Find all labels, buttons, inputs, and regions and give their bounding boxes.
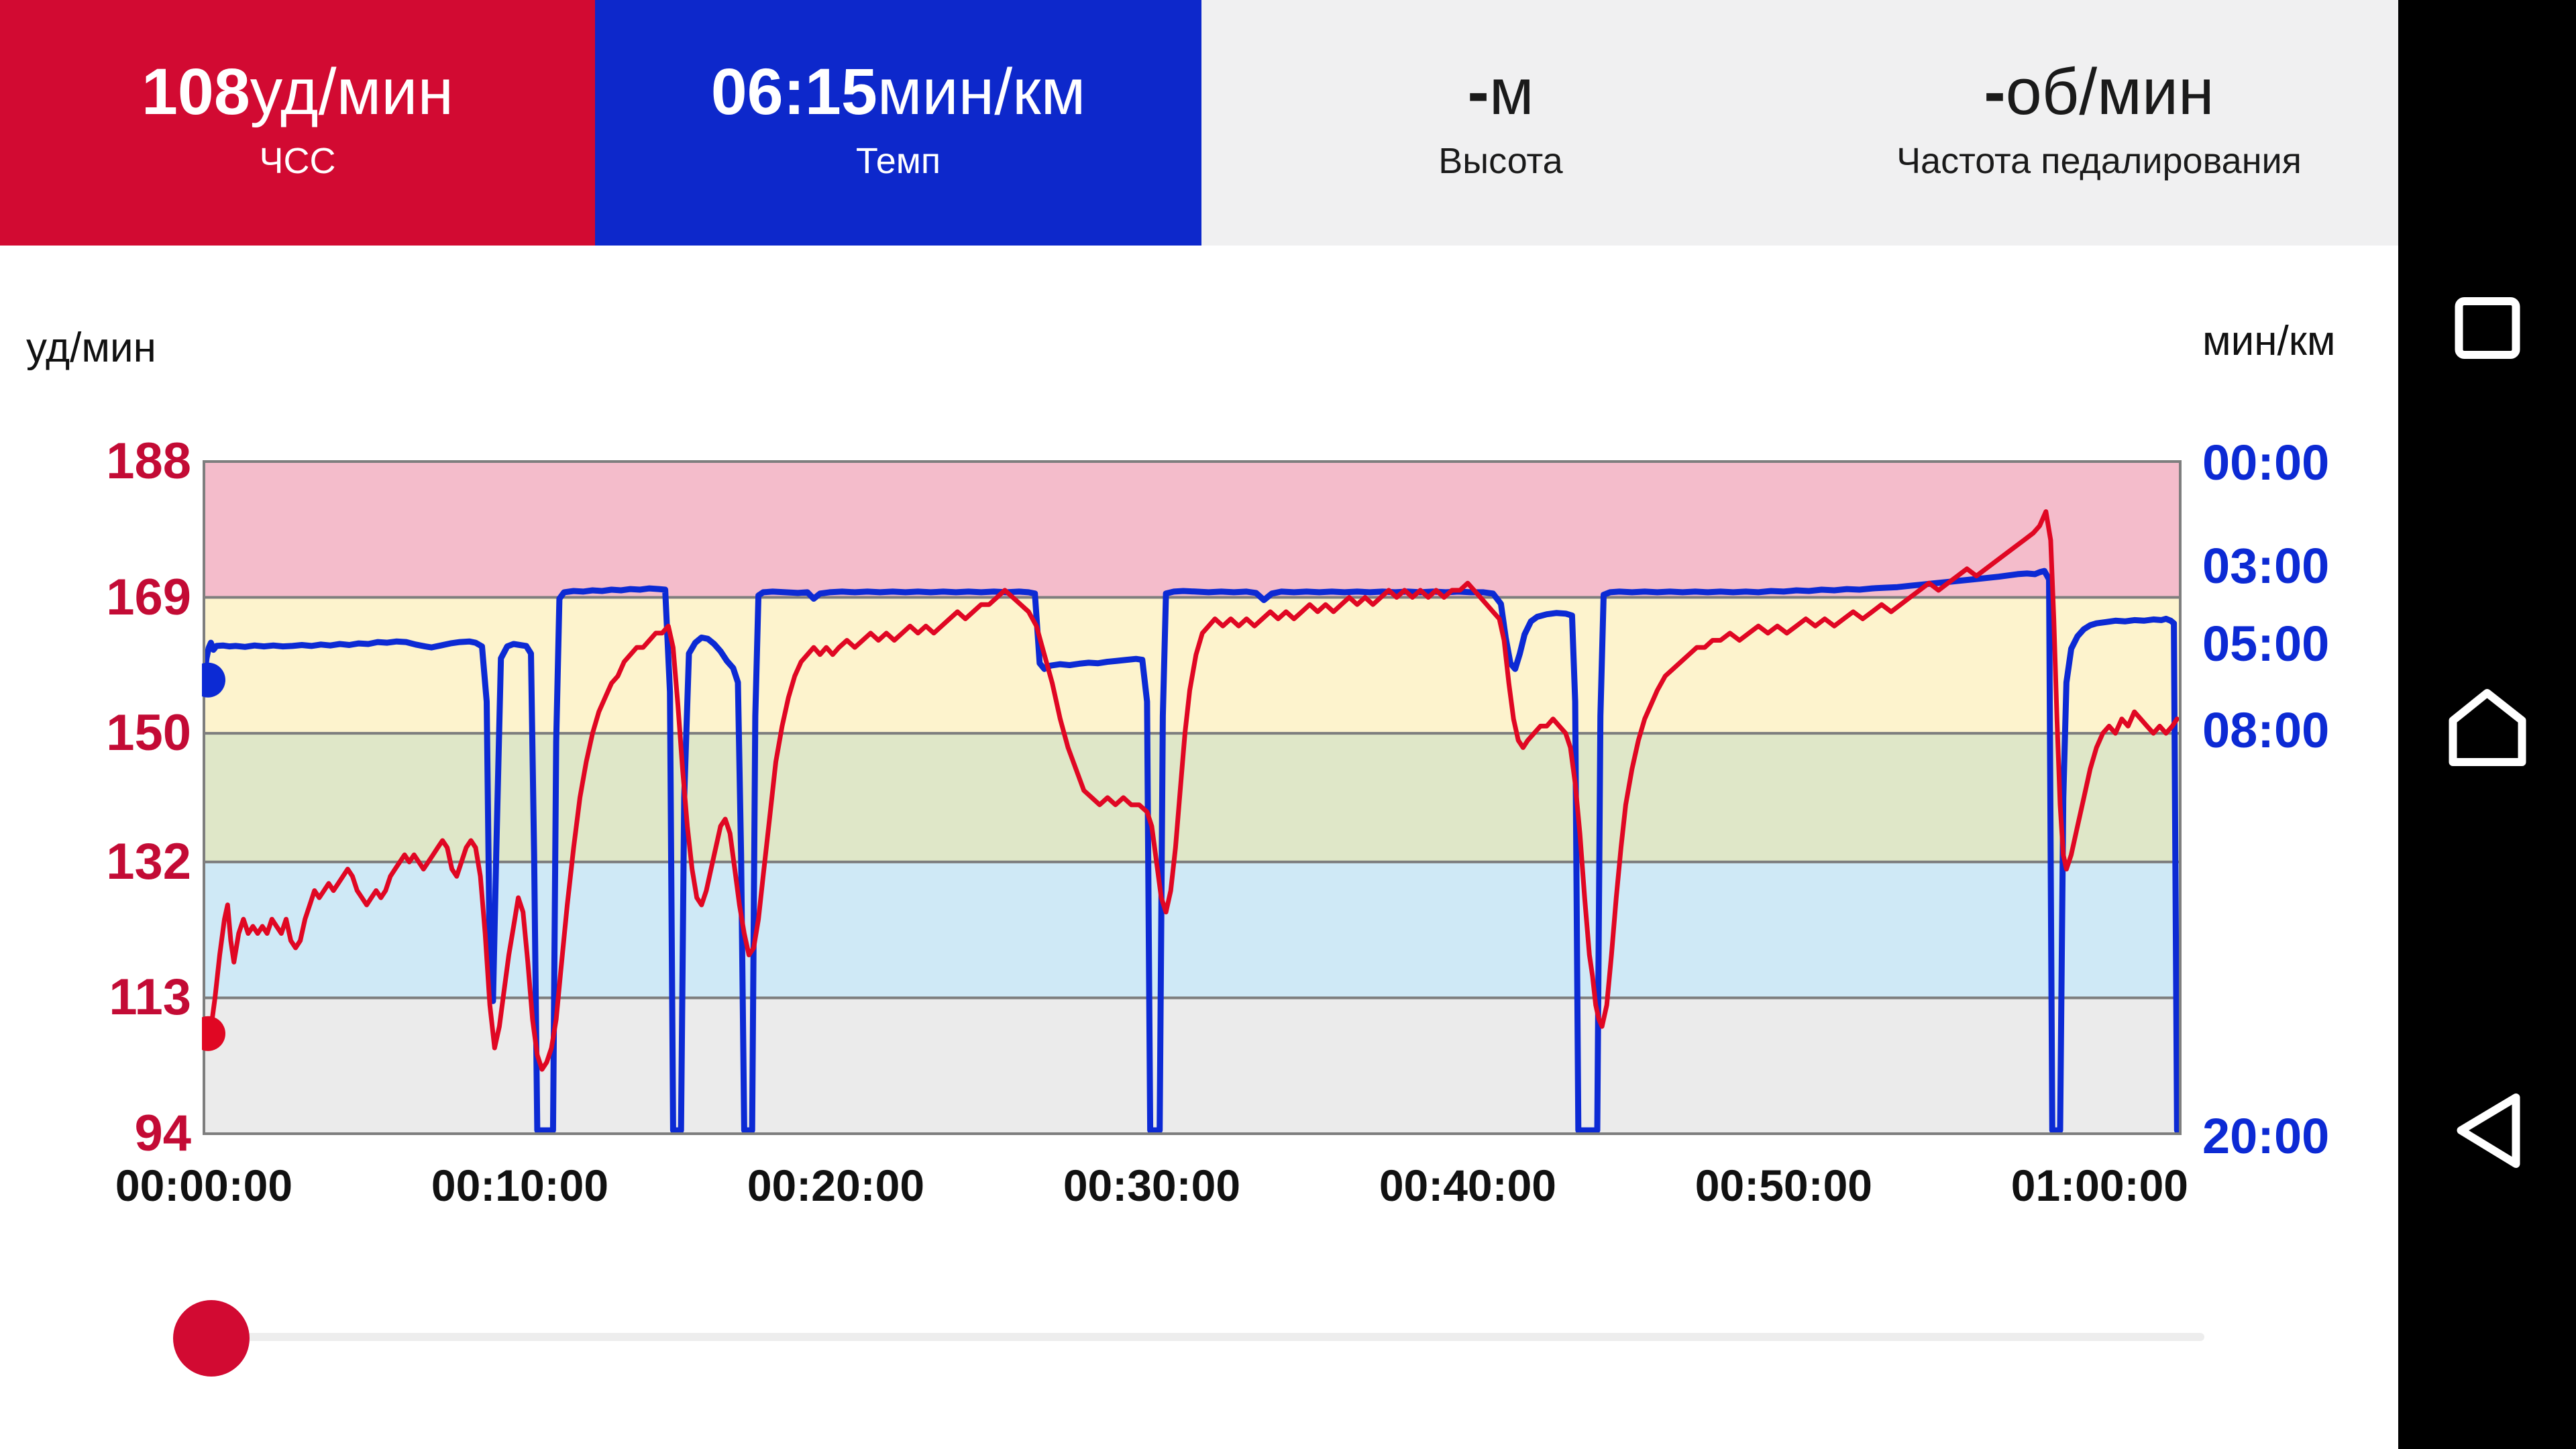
hr-axis-tick-188: 188 [106,433,191,490]
pace-axis-tick-00:00: 00:00 [2202,435,2330,490]
tab-cadence[interactable]: -об/мин Частота педалирования [1800,0,2398,246]
x-axis-tick-00:20:00: 00:20:00 [747,1161,925,1210]
hr-axis-tick-94: 94 [134,1105,191,1162]
chart-area: уд/мин мин/км 188 169 150 132 113 94 00:00 03:… [0,246,2398,1449]
pace-axis-tick-05:00: 05:00 [2202,616,2330,672]
tab-heart-rate[interactable]: 108уд/мин ЧСС [0,0,595,246]
right-axis-unit: мин/км [2202,318,2336,364]
hr-axis-tick-169: 169 [106,568,191,626]
pace-unit-text: мин/км [877,55,1086,128]
tab-pace[interactable]: 06:15мин/км Темп [595,0,1201,246]
heart-rate-unit: уд/мин [250,55,454,128]
cadence-unit: об/мин [2005,55,2214,128]
pace-start-marker[interactable] [202,662,225,698]
metric-tab-bar: 108уд/мин ЧСС 06:15мин/км Темп -м Высота… [0,0,2398,246]
heart-rate-value-line: 108уд/мин [142,59,453,124]
cadence-label: Частота педалирования [1896,141,2302,181]
x-axis-tick-00:00:00: 00:00:00 [115,1161,293,1210]
pace-value-line: 06:15мин/км [711,59,1086,124]
pace-axis-tick-20:00: 20:00 [2202,1108,2330,1164]
android-navigation-bar [2398,0,2576,1449]
altitude-value-line: -м [1468,59,1534,124]
heart-rate-label: ЧСС [259,141,336,181]
tab-altitude[interactable]: -м Высота [1201,0,1800,246]
timeline-slider-knob[interactable] [173,1300,250,1377]
cadence-value: - [1984,55,2006,128]
pace-label: Темп [855,141,941,181]
hr-axis-tick-113: 113 [109,969,191,1026]
pace-axis-tick-08:00: 08:00 [2202,702,2330,758]
left-axis-unit: уд/мин [26,325,156,371]
timeline-slider-track[interactable] [211,1333,2204,1341]
cadence-value-line: -об/мин [1984,59,2214,124]
hr-start-marker[interactable] [202,1016,225,1051]
altitude-label: Высота [1438,141,1563,181]
altitude-value: - [1467,55,1489,128]
altitude-unit: м [1489,55,1534,128]
pace-line [202,568,2180,1134]
x-axis-tick-00:50:00: 00:50:00 [1695,1161,1872,1210]
back-triangle-icon[interactable] [2454,1091,2520,1170]
x-axis-tick-01:00:00: 01:00:00 [2010,1161,2188,1210]
hr-axis-tick-132: 132 [106,833,191,890]
pace-axis-tick-03:00: 03:00 [2202,538,2330,594]
hr-line [202,509,2180,1072]
x-axis-tick-00:10:00: 00:10:00 [431,1161,609,1210]
training-chart[interactable] [202,460,2182,1136]
heart-rate-value: 108 [141,55,250,128]
home-icon[interactable] [2449,688,2526,766]
hr-zone-band-132 [204,861,2180,998]
hr-zone-band-188 [204,462,2180,598]
x-axis-tick-00:30:00: 00:30:00 [1063,1161,1241,1210]
recents-square-icon[interactable] [2455,297,2520,359]
hr-axis-tick-150: 150 [106,704,191,762]
x-axis-tick-00:40:00: 00:40:00 [1379,1161,1557,1210]
plot-border [203,460,2182,1135]
pace-value: 06:15 [710,55,877,128]
